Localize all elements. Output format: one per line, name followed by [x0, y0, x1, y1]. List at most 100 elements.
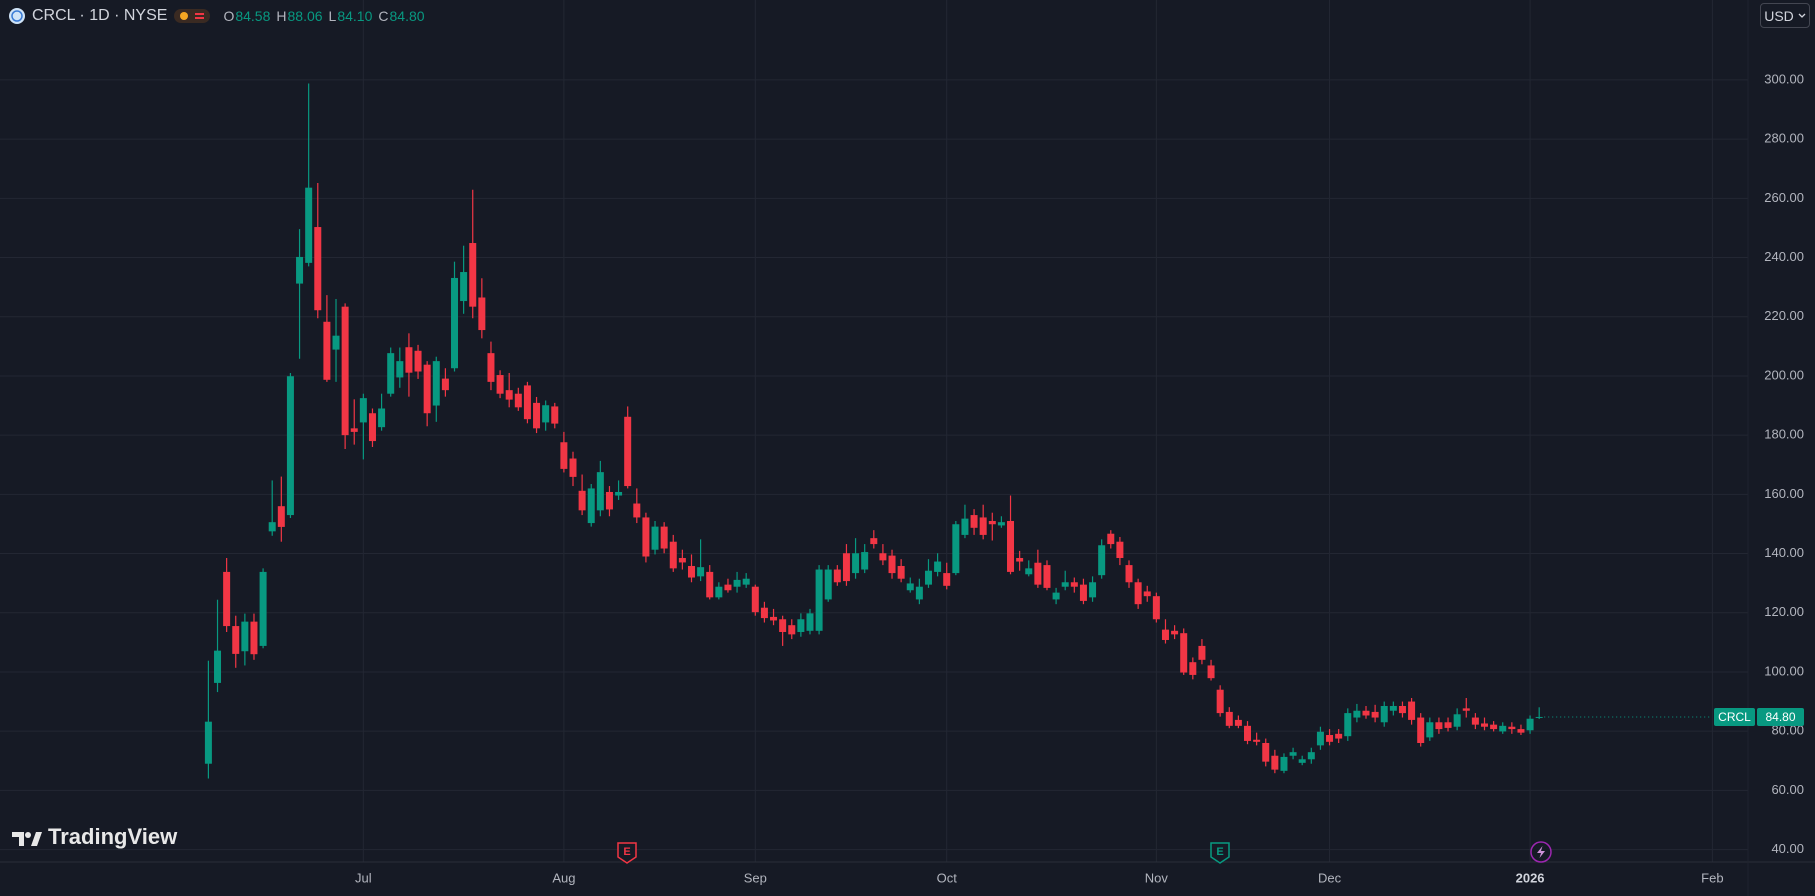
y-tick-label: 260.00: [1764, 190, 1804, 205]
watermark-text: TradingView: [48, 824, 178, 849]
candle-body: [1316, 731, 1324, 746]
candle-body: [1244, 725, 1252, 741]
candle-body: [979, 517, 987, 535]
y-tick-label: 200.00: [1764, 367, 1804, 382]
candle-body: [214, 650, 222, 683]
candle-body: [687, 565, 695, 578]
x-tick-label: Oct: [937, 870, 958, 885]
candle-body: [1471, 717, 1479, 725]
candle-body: [305, 187, 313, 263]
candle-body: [432, 361, 440, 406]
candle-body: [751, 586, 759, 613]
candle-body: [961, 518, 969, 535]
candle-body: [833, 569, 841, 583]
candle-body: [642, 517, 650, 557]
price-tag-value: 84.80: [1765, 710, 1795, 724]
earnings-marker[interactable]: E: [617, 842, 637, 864]
candle-body: [350, 428, 358, 432]
candle-body: [715, 586, 723, 598]
y-tick-label: 280.00: [1764, 131, 1804, 146]
legend-value: 84.58: [235, 8, 271, 24]
candle-body: [724, 584, 732, 591]
legend-key: C: [378, 8, 389, 24]
candle-body: [1426, 722, 1434, 738]
x-tick-label: Sep: [744, 870, 767, 885]
candle-body: [268, 522, 276, 532]
candle-body: [970, 515, 978, 528]
symbol-icon: [9, 8, 25, 24]
candle-body: [1535, 716, 1543, 718]
candle-body: [1408, 701, 1416, 720]
candle-body: [1326, 735, 1334, 742]
x-tick-label: Jul: [355, 870, 372, 885]
candle-body: [633, 503, 641, 518]
candle-body: [1499, 725, 1507, 732]
candle-body: [1253, 739, 1261, 742]
candle-body: [1398, 705, 1406, 714]
candle-body: [1362, 710, 1370, 716]
candle-body: [706, 571, 714, 598]
candle-body: [1462, 708, 1470, 711]
candle-body: [1161, 629, 1169, 640]
grid: [0, 0, 1748, 862]
candle-body: [1207, 665, 1215, 679]
candle-body: [1490, 724, 1498, 730]
candle-body: [624, 416, 632, 487]
candle-body: [250, 621, 258, 655]
event-marker[interactable]: [1530, 841, 1552, 863]
currency-button[interactable]: USD: [1760, 3, 1810, 28]
candle-body: [414, 350, 422, 372]
candle-body: [1481, 723, 1488, 727]
candle-body: [1353, 710, 1361, 718]
legend-key: H: [276, 8, 287, 24]
candle-body: [332, 335, 340, 350]
candle-body: [1417, 717, 1425, 744]
legend-item: C84.80: [378, 8, 424, 24]
candle-body: [1070, 582, 1078, 587]
candle-body: [359, 398, 367, 423]
candle-body: [496, 375, 504, 394]
candle-body: [1180, 633, 1188, 673]
symbol-line: CRCL · 1D · NYSE: [32, 7, 168, 24]
y-tick-label: 160.00: [1764, 486, 1804, 501]
x-tick-label: 2026: [1516, 870, 1545, 885]
candle-body: [879, 553, 887, 561]
candle-body: [596, 472, 604, 511]
candle-body: [1052, 592, 1060, 600]
candle-body: [934, 561, 942, 572]
candle-body: [578, 490, 586, 511]
candle-body: [542, 405, 550, 423]
candle-body: [605, 491, 613, 510]
candle-body: [1371, 711, 1379, 718]
candle-body: [997, 522, 1005, 526]
candle-body: [368, 413, 376, 442]
candle-body: [906, 583, 914, 591]
candle-body: [788, 625, 796, 635]
candle-body: [323, 321, 331, 380]
candle-body: [1061, 582, 1069, 587]
candle-body: [405, 347, 413, 373]
watermark: TradingView: [12, 824, 178, 849]
y-tick-label: 80.00: [1771, 723, 1804, 738]
legend-item: L84.10: [329, 8, 373, 24]
legend-item: H88.06: [276, 8, 322, 24]
legend-key: O: [223, 8, 235, 24]
y-tick-label: 140.00: [1764, 545, 1804, 560]
y-tick-label: 180.00: [1764, 427, 1804, 442]
x-tick-label: Feb: [1701, 870, 1723, 885]
ohlc-legend: O84.58 H88.06 L84.10 C84.80: [223, 8, 424, 24]
candle-body: [1380, 705, 1388, 723]
earnings-marker[interactable]: E: [1210, 842, 1230, 864]
x-tick-label: Dec: [1318, 870, 1342, 885]
y-tick-label: 240.00: [1764, 249, 1804, 264]
candle-body: [842, 553, 850, 582]
candle-body: [1171, 630, 1179, 635]
candle-body: [1043, 565, 1051, 588]
candle-body: [469, 243, 477, 307]
candle-body: [1289, 752, 1297, 756]
candle-body: [1107, 533, 1115, 545]
legend-value: 84.10: [337, 8, 373, 24]
candle-body: [441, 378, 449, 391]
